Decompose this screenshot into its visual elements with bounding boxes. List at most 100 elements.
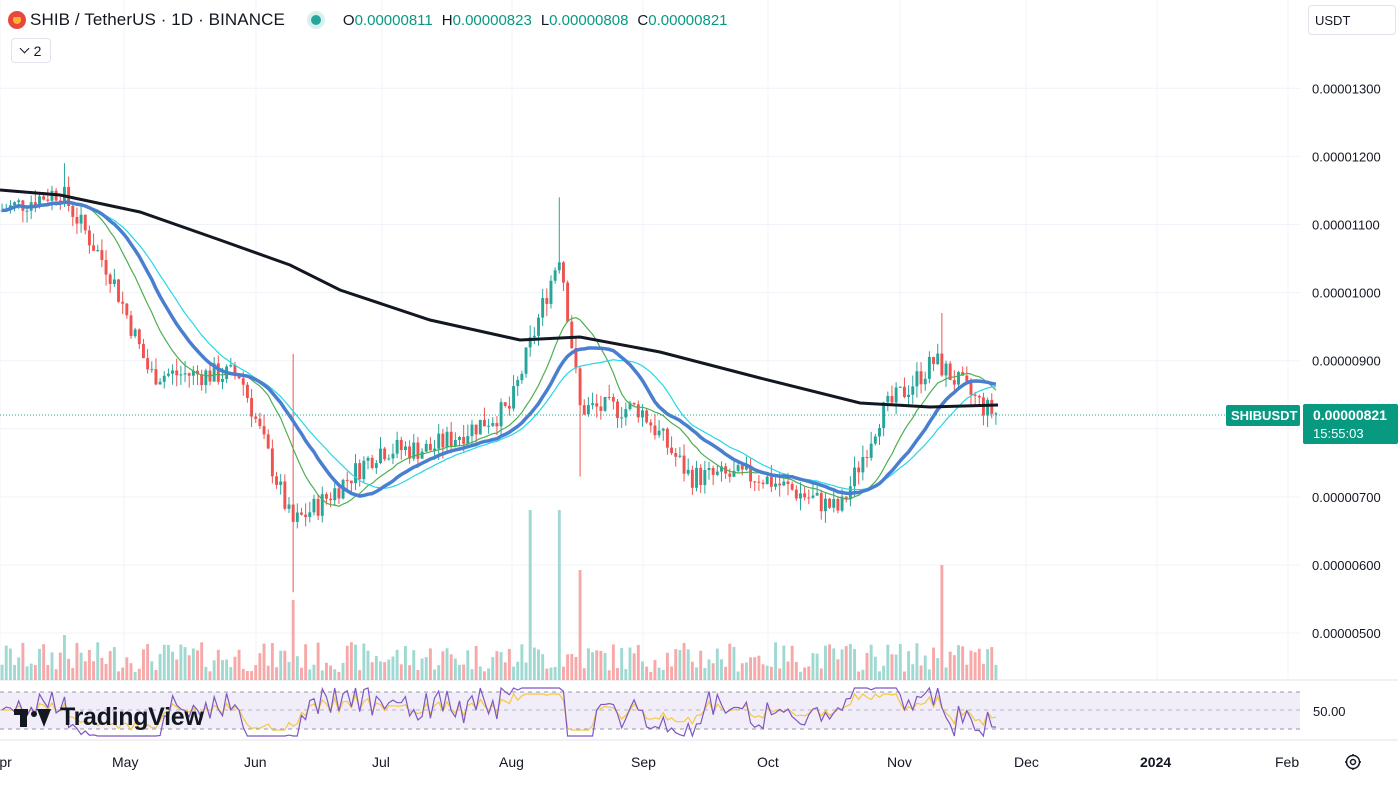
tradingview-logo[interactable]: TradingView — [14, 703, 204, 732]
candle-body — [832, 498, 836, 508]
time-tick-label: Feb — [1275, 754, 1299, 770]
candle-body — [574, 348, 578, 369]
volume-bar — [83, 661, 87, 680]
volume-bar — [38, 648, 41, 680]
volume-bar — [616, 667, 619, 680]
candle-body — [428, 443, 432, 451]
time-axis[interactable]: Apr May Jun Jul Aug Sep Oct Nov Dec 2024 Feb — [0, 754, 1299, 770]
volume-bar — [499, 652, 503, 680]
volume-bar — [478, 666, 482, 680]
volume-bar — [524, 662, 528, 680]
volume-bar — [412, 650, 416, 680]
candle-body — [416, 442, 420, 459]
volume-bars — [0, 510, 998, 680]
volume-bar — [873, 656, 877, 680]
candle-body — [33, 202, 37, 207]
ma-mid-line — [2, 200, 997, 498]
volume-bar — [379, 661, 382, 680]
volume-bar — [586, 648, 590, 680]
price-tag-value: 0.00000821 — [1313, 407, 1387, 423]
symbol-title[interactable]: SHIB / TetherUS · 1D · BINANCE — [30, 10, 285, 29]
volume-bar — [819, 668, 823, 680]
candle-body — [657, 430, 661, 436]
candle-body — [266, 434, 270, 449]
volume-bar — [907, 651, 911, 680]
volume-bar — [753, 657, 757, 680]
volume-bar — [428, 648, 432, 680]
volume-bar — [620, 647, 624, 680]
volume-bar — [437, 665, 441, 680]
candle-body — [316, 498, 320, 516]
candle-body — [295, 512, 299, 522]
candle-body — [212, 363, 216, 382]
volume-bar — [591, 652, 595, 680]
candle-body — [204, 370, 208, 386]
volume-bar — [670, 666, 674, 680]
candle-body — [674, 453, 678, 457]
volume-bar — [245, 671, 249, 680]
volume-bar — [221, 660, 224, 680]
candle-body — [137, 329, 141, 345]
candle-body — [71, 205, 75, 217]
candle-body — [794, 489, 798, 499]
volume-bar — [154, 669, 158, 680]
volume-bar — [757, 655, 761, 680]
open-value: 0.00000811 — [354, 11, 433, 29]
candle-body — [969, 381, 973, 395]
candle-body — [46, 199, 50, 201]
price-tick-label: 0.00000700 — [1312, 490, 1381, 505]
volume-bar — [740, 663, 744, 680]
candle-body — [117, 279, 120, 302]
volume-bar — [225, 659, 229, 680]
volume-bar — [62, 635, 66, 680]
indicators-toggle-button[interactable]: 2 — [11, 38, 51, 63]
candle-body — [703, 469, 707, 486]
candle-body — [221, 378, 224, 382]
price-axis[interactable]: 0.00001300 0.00001200 0.00001100 0.00001000… — [1312, 81, 1381, 719]
volume-bar — [690, 661, 694, 680]
volume-bar — [957, 645, 960, 680]
candle-body — [487, 425, 491, 427]
volume-bar — [395, 649, 399, 680]
volume-bar — [304, 644, 308, 680]
candle-body — [890, 396, 894, 403]
volume-bar — [665, 652, 669, 680]
market-status-icon[interactable] — [310, 15, 321, 25]
candle-body — [196, 370, 199, 375]
volume-bar — [158, 653, 162, 680]
candlestick-series — [0, 163, 998, 593]
candle-body — [100, 250, 104, 260]
candle-body — [324, 494, 328, 499]
candle-body — [412, 442, 416, 459]
candle-body — [611, 396, 615, 402]
volume-bar — [965, 664, 969, 680]
volume-bar — [882, 665, 886, 680]
volume-bar — [653, 659, 657, 680]
candle-body — [815, 492, 819, 496]
settings-gear-icon[interactable] — [1344, 753, 1362, 771]
currency-selector[interactable]: USDT — [1308, 5, 1396, 35]
volume-bar — [258, 653, 262, 680]
candle-body — [187, 373, 191, 376]
volume-bar — [782, 645, 786, 680]
volume-bar — [724, 666, 728, 680]
volume-bar — [528, 510, 532, 680]
volume-bar — [8, 648, 12, 680]
candle-body — [237, 374, 241, 379]
moving-averages — [0, 188, 999, 507]
volume-bar — [441, 651, 445, 680]
candle-body — [133, 329, 137, 337]
volume-bar — [803, 667, 807, 680]
volume-bar — [557, 510, 561, 680]
volume-bar — [54, 669, 58, 680]
volume-bar — [399, 664, 403, 680]
volume-bar — [894, 654, 898, 680]
volume-bar — [312, 664, 316, 680]
volume-bar — [711, 663, 715, 680]
candle-body — [379, 448, 382, 464]
candle-body — [304, 514, 308, 518]
candle-body — [383, 448, 387, 460]
candle-body — [932, 356, 936, 365]
candle-body — [262, 426, 266, 435]
